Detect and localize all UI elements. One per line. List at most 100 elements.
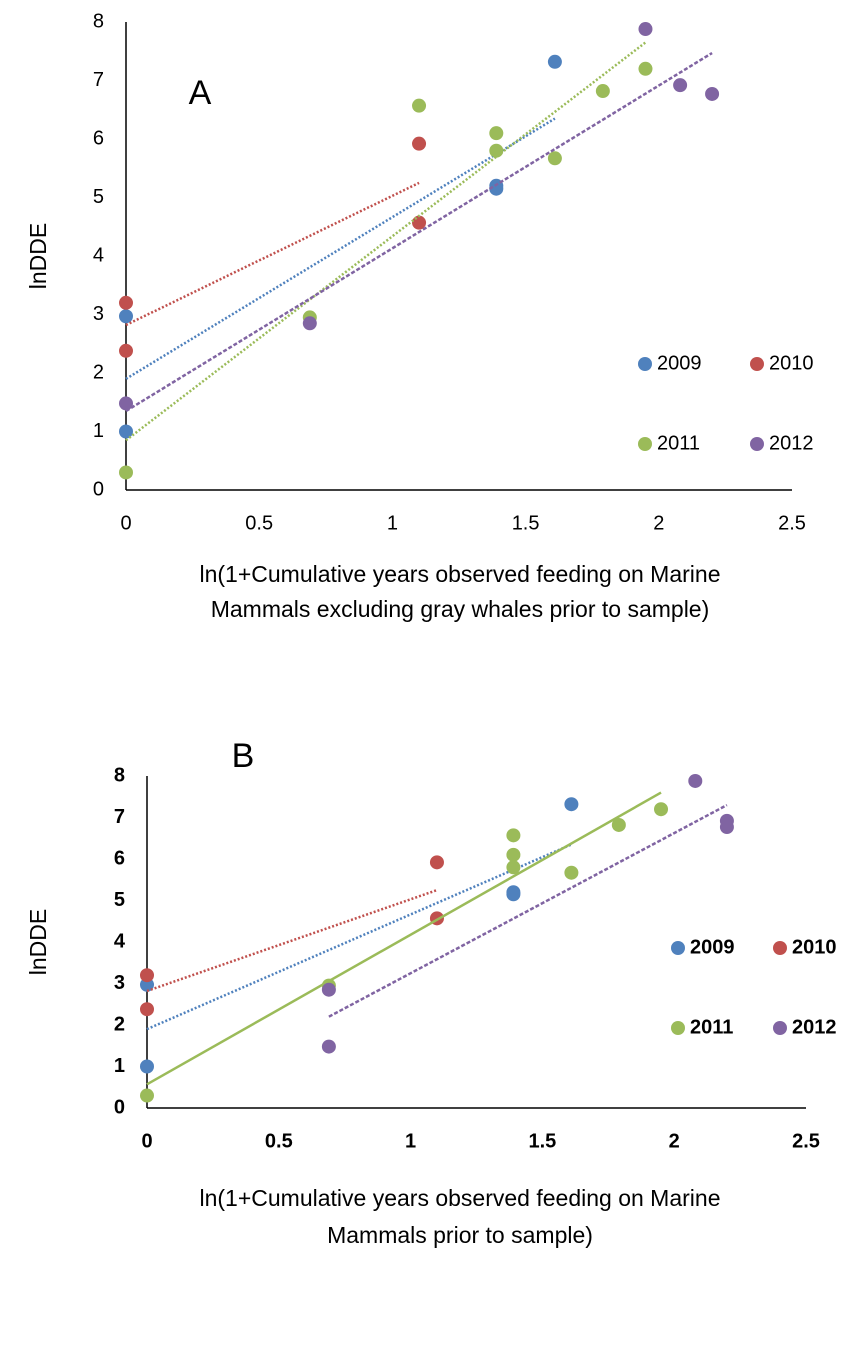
data-point (489, 143, 504, 158)
x-axis-title: Mammals prior to sample) (327, 1222, 593, 1248)
data-point (119, 465, 133, 480)
x-tick-label: 1.5 (512, 512, 540, 534)
y-tick-label: 2 (114, 1013, 125, 1035)
y-tick-label: 6 (114, 847, 125, 869)
data-point (506, 828, 521, 843)
data-point (140, 1002, 154, 1017)
data-point (547, 54, 562, 69)
y-tick-label: 0 (93, 478, 104, 500)
data-point (119, 424, 133, 439)
trend-line (125, 41, 647, 442)
y-tick-label: 7 (93, 69, 104, 91)
data-point (412, 98, 427, 113)
x-tick-label: 1.5 (528, 1130, 556, 1152)
data-point (688, 773, 703, 788)
legend-marker (773, 1021, 787, 1035)
x-tick-label: 0.5 (245, 512, 273, 534)
data-point (654, 802, 669, 817)
legend-marker (671, 941, 685, 955)
data-point (719, 820, 734, 835)
annotation: A (189, 74, 212, 112)
data-point (547, 151, 562, 166)
data-point (321, 1039, 336, 1054)
trend-line (146, 843, 572, 1031)
data-point (564, 865, 579, 880)
x-axis-title: ln(1+Cumulative years observed feeding o… (200, 1185, 721, 1211)
y-tick-label: 3 (114, 972, 125, 994)
x-tick-label: 1 (405, 1130, 416, 1152)
legend-label: 2011 (657, 432, 700, 454)
y-tick-label: 2 (93, 361, 104, 383)
y-tick-label: 0 (114, 1096, 125, 1118)
y-tick-label: 3 (93, 303, 104, 325)
data-point (506, 847, 521, 862)
data-point (595, 84, 610, 99)
data-point (506, 887, 521, 902)
data-point (705, 86, 720, 101)
data-point (506, 860, 521, 875)
legend-label: 2010 (769, 352, 814, 374)
data-point (611, 817, 626, 832)
data-point (119, 343, 133, 358)
trend-line (146, 888, 438, 993)
data-point (673, 78, 688, 93)
x-tick-label: 2 (669, 1130, 680, 1152)
legend-label: 2012 (769, 432, 814, 454)
data-point (119, 309, 133, 324)
data-point (489, 126, 504, 141)
legend-marker (750, 357, 764, 371)
y-tick-label: 5 (114, 889, 125, 911)
legend-label: 2011 (690, 1016, 733, 1038)
legend-label: 2009 (657, 352, 702, 374)
legend-label: 2012 (792, 1016, 837, 1038)
data-point (140, 1088, 154, 1103)
data-point (302, 316, 317, 331)
x-tick-label: 0 (120, 512, 131, 534)
data-point (412, 215, 427, 230)
data-point (638, 61, 653, 76)
y-tick-label: 7 (114, 806, 125, 828)
trend-line (328, 803, 728, 1018)
legend-marker (750, 437, 764, 451)
trend-line (125, 117, 556, 380)
trend-line (125, 181, 420, 327)
x-tick-label: 1 (387, 512, 398, 534)
y-axis-title: lnDDE (25, 909, 51, 975)
x-tick-label: 0 (141, 1130, 152, 1152)
trend-line (125, 51, 713, 413)
y-tick-label: 8 (114, 764, 125, 786)
legend-marker (671, 1021, 685, 1035)
legend-marker (638, 437, 652, 451)
y-tick-label: 1 (93, 420, 104, 442)
data-point (321, 982, 336, 997)
data-point (489, 181, 504, 196)
y-tick-label: 4 (93, 244, 104, 266)
x-tick-label: 0.5 (265, 1130, 293, 1152)
data-point (119, 295, 133, 310)
annotation: B (232, 737, 255, 775)
chart-panel: 0 1 2 3 4 5 6 7 8 0 0.5 1 1.5 2 2.5 lnDDE ln(1+Cumulativ… (25, 10, 813, 622)
x-tick-label: 2.5 (778, 512, 806, 534)
data-point (119, 396, 133, 411)
legend-label: 2009 (690, 936, 735, 958)
x-tick-label: 2.5 (792, 1130, 820, 1152)
data-point (412, 136, 427, 151)
data-point (140, 968, 154, 983)
legend-marker (773, 941, 787, 955)
data-point (564, 797, 579, 812)
x-axis-title: Mammals excluding gray whales prior to s… (211, 596, 710, 622)
y-axis-title: lnDDE (25, 223, 51, 289)
chart-panel: 0 1 2 3 4 5 6 7 8 0 0.5 1 1.5 2 2.5 lnDDE ln(1+Cumulativ… (25, 737, 836, 1248)
y-tick-label: 6 (93, 127, 104, 149)
y-tick-label: 1 (114, 1055, 125, 1077)
legend-label: 2010 (792, 936, 837, 958)
trend-line (146, 791, 662, 1086)
data-point (140, 1059, 154, 1074)
y-tick-label: 5 (93, 186, 104, 208)
legend-marker (638, 357, 652, 371)
data-point (429, 855, 444, 870)
y-tick-label: 4 (114, 930, 126, 952)
x-tick-label: 2 (653, 512, 664, 534)
